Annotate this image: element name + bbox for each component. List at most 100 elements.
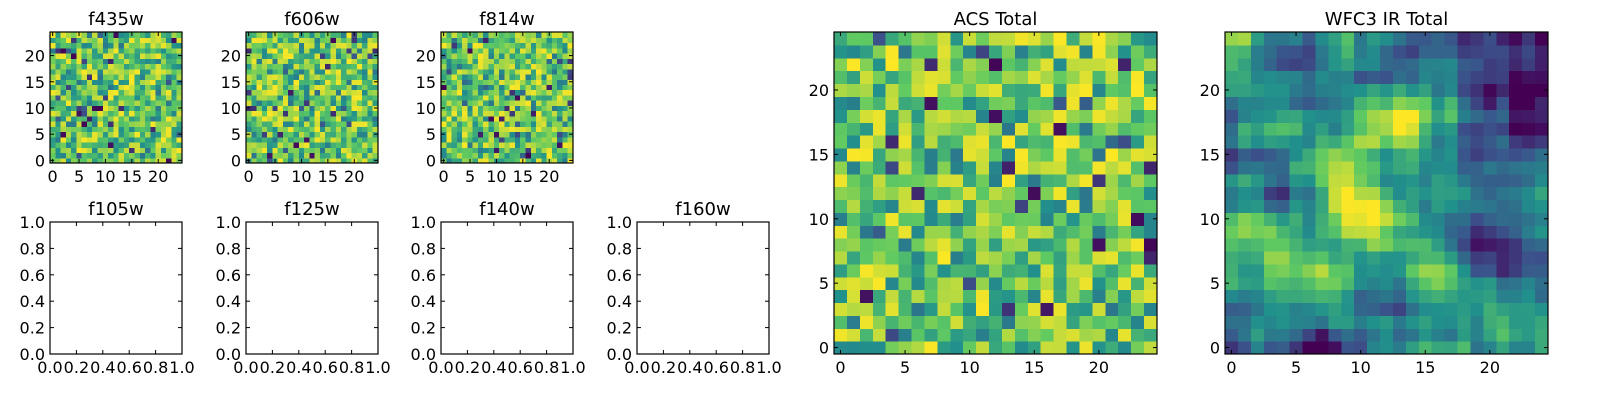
heatmap-cell: [335, 94, 342, 101]
heatmap-cell: [288, 47, 295, 54]
heatmap-cell: [493, 121, 500, 127]
heatmap-cell: [514, 37, 521, 44]
y-tick-label: 15: [25, 73, 45, 92]
heatmap-cell: [304, 115, 310, 122]
heatmap-cell: [446, 142, 453, 148]
heatmap-cell: [113, 73, 120, 80]
heatmap-cell: [176, 42, 183, 49]
heatmap-cell: [504, 89, 511, 96]
heatmap-cell: [1053, 44, 1068, 59]
heatmap-cell: [1431, 173, 1446, 188]
heatmap-cell: [81, 121, 88, 127]
heatmap-cell: [1118, 289, 1132, 304]
heatmap-cell: [477, 58, 484, 65]
heatmap-cell: [288, 147, 295, 154]
heatmap-cell: [351, 42, 358, 49]
heatmap-cell: [134, 136, 141, 143]
heatmap-cell: [362, 121, 369, 127]
heatmap-cell: [520, 147, 527, 154]
heatmap-cell: [446, 152, 453, 159]
heatmap-cell: [176, 68, 183, 75]
heatmap-cell: [1328, 276, 1342, 291]
heatmap-cell: [356, 152, 363, 159]
heatmap-cell: [509, 47, 516, 54]
heatmap-cell: [1483, 57, 1497, 72]
heatmap-cell: [97, 89, 104, 96]
heatmap-cell: [1066, 238, 1081, 252]
heatmap-cell: [950, 32, 964, 46]
heatmap-cell: [546, 84, 553, 91]
heatmap-cell: [86, 126, 93, 133]
heatmap-cell: [551, 63, 558, 70]
heatmap-cell: [1237, 70, 1252, 85]
heatmap-cell: [166, 68, 173, 75]
heatmap-cell: [1341, 70, 1355, 85]
heatmap-cell: [1328, 328, 1342, 342]
heatmap-cell: [65, 89, 72, 96]
heatmap-cell: [1354, 57, 1368, 72]
heatmap-cell: [1405, 186, 1420, 201]
heatmap-cell: [335, 52, 342, 59]
heatmap-cell: [1144, 96, 1158, 110]
heatmap-cell: [456, 42, 463, 49]
heatmap-cell: [335, 105, 342, 112]
heatmap-cell: [525, 121, 532, 127]
heatmap-cell: [846, 302, 861, 316]
heatmap-cell: [1444, 341, 1459, 355]
heatmap-cell: [293, 152, 300, 159]
heatmap-cell: [81, 37, 88, 44]
heatmap-cell: [155, 73, 162, 80]
heatmap-cell: [509, 84, 516, 91]
heatmap-cell: [1040, 238, 1055, 252]
heatmap-cell: [1263, 212, 1278, 226]
heatmap-cell: [246, 42, 252, 49]
heatmap-cell: [872, 186, 887, 201]
heatmap-cell: [1014, 212, 1029, 226]
heatmap-cell: [1328, 135, 1342, 149]
heatmap-cell: [118, 105, 125, 112]
heatmap-cell: [963, 328, 977, 342]
heatmap-cell: [351, 105, 358, 112]
heatmap-cell: [304, 105, 310, 112]
heatmap-cell: [1263, 186, 1278, 201]
heatmap-cell: [1367, 160, 1381, 175]
heatmap-cell: [1040, 186, 1055, 201]
heatmap-cell: [483, 157, 490, 164]
heatmap-cell: [530, 105, 537, 112]
heatmap-cell: [562, 157, 569, 164]
heatmap-cells: [1225, 32, 1549, 355]
heatmap-cell: [885, 289, 900, 304]
heatmap-cell: [97, 68, 104, 75]
heatmap-cell: [541, 94, 548, 101]
heatmap-cell: [1263, 276, 1278, 291]
heatmap-cell: [446, 105, 453, 112]
heatmap-cell: [924, 57, 938, 72]
heatmap-cell: [1483, 341, 1497, 355]
heatmap-cell: [514, 52, 521, 59]
y-tick-label: 0.6: [411, 266, 436, 285]
heatmap-cell: [256, 94, 263, 101]
heatmap-cell: [367, 58, 374, 65]
heatmap-cell: [451, 110, 458, 117]
heatmap-cell: [1509, 315, 1523, 329]
heatmap-cell: [330, 105, 337, 112]
heatmap-cell: [557, 58, 564, 65]
heatmap-cell: [1066, 315, 1081, 329]
heatmap-cell: [71, 94, 77, 101]
heatmap-cell: [1144, 147, 1158, 162]
heatmap-cell: [1250, 57, 1265, 72]
heatmap-cell: [1027, 160, 1042, 175]
heatmap-cell: [1092, 147, 1106, 162]
heatmap-cell: [309, 89, 316, 96]
heatmap-cell: [356, 68, 363, 75]
heatmap-cell: [483, 73, 490, 80]
heatmap-cell: [367, 37, 374, 44]
heatmap-cell: [1418, 289, 1433, 304]
heatmap-cell: [472, 32, 479, 38]
heatmap-cell: [341, 47, 347, 54]
heatmap-cell: [325, 73, 332, 80]
heatmap-cell: [65, 121, 72, 127]
heatmap-cell: [176, 89, 183, 96]
heatmap-cell: [1341, 238, 1355, 252]
heatmap-cell: [267, 126, 273, 133]
